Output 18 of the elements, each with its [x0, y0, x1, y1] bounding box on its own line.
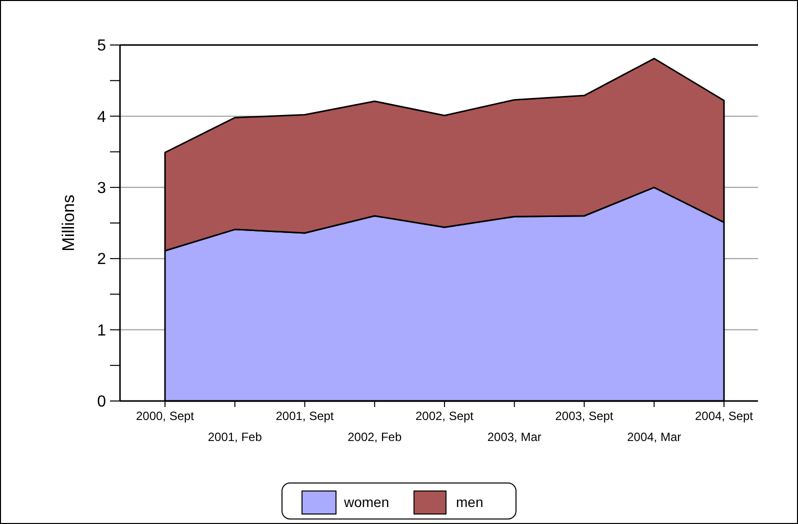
x-tick-label: 2000, Sept	[136, 409, 195, 423]
x-tick-label: 2003, Sept	[555, 409, 614, 423]
y-axis-title: Millions	[59, 194, 78, 252]
x-tick-label: 2004, Sept	[694, 409, 754, 423]
legend-label: women	[343, 494, 390, 510]
x-tick-label: 2001, Feb	[208, 430, 262, 444]
x-tick-label: 2002, Sept	[415, 409, 474, 423]
y-tick-label: 1	[97, 322, 106, 340]
legend-label: men	[456, 494, 484, 510]
x-tick-label: 2001, Sept	[276, 409, 334, 423]
y-tick-label: 4	[97, 108, 106, 126]
y-tick-label: 5	[97, 38, 106, 55]
y-tick-label: 3	[97, 180, 106, 197]
x-tick-label: 2003, Mar	[487, 430, 542, 444]
x-tick-label: 2004, Mar	[627, 430, 682, 444]
y-tick-label: 2	[97, 251, 106, 268]
x-tick-label: 2002, Feb	[348, 430, 402, 444]
y-tick-label: 0	[97, 394, 106, 411]
